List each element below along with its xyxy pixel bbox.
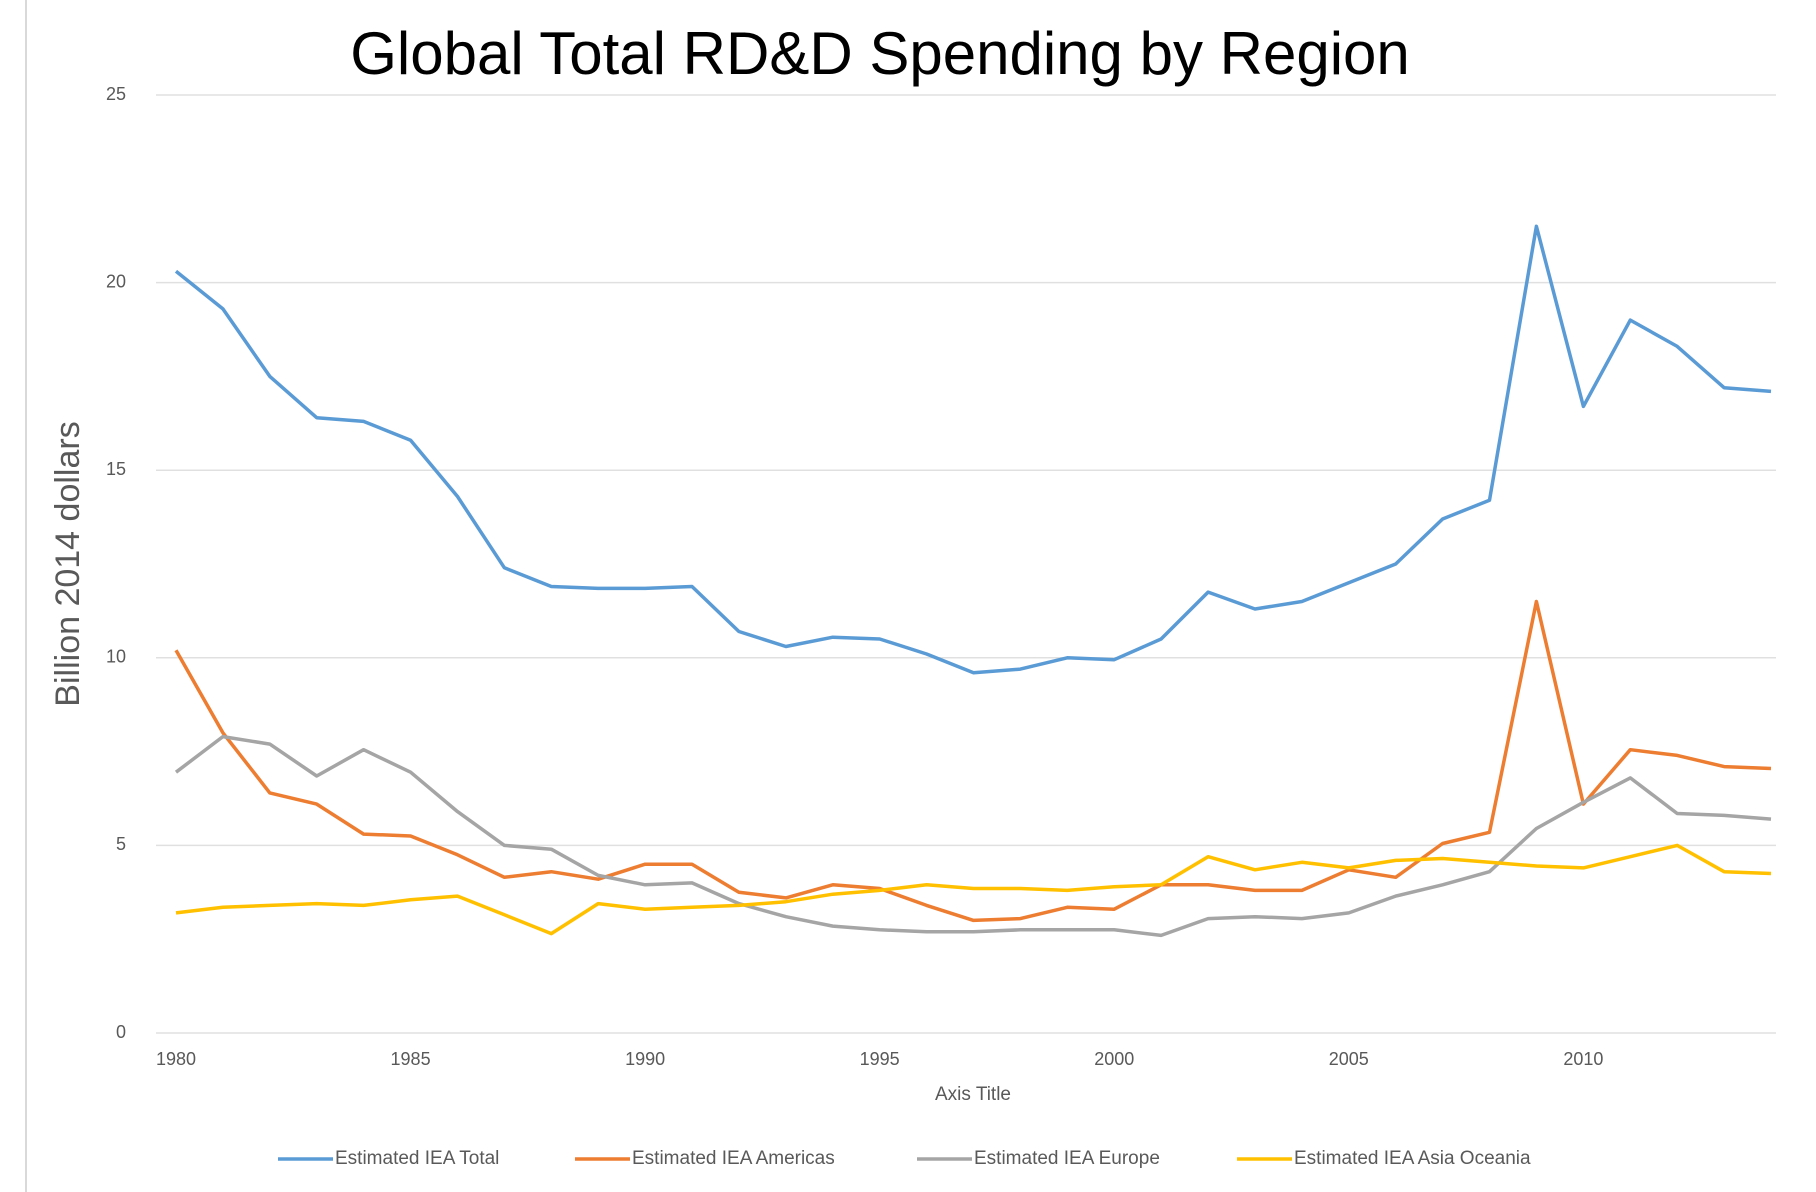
x-tick-label: 1995 bbox=[860, 1049, 900, 1069]
x-axis-title: Axis Title bbox=[935, 1084, 1011, 1105]
chart-title: Global Total RD&D Spending by Region bbox=[350, 20, 1410, 87]
x-tick-label: 2010 bbox=[1563, 1049, 1603, 1069]
series-line bbox=[174, 224, 1772, 675]
legend-label: Estimated IEA Americas bbox=[632, 1148, 835, 1169]
x-tick-label: 1990 bbox=[625, 1049, 665, 1069]
x-tick-label: 1980 bbox=[156, 1049, 196, 1069]
y-tick-label: 15 bbox=[106, 459, 126, 479]
series-line bbox=[175, 843, 1772, 936]
x-tick-label: 2000 bbox=[1094, 1049, 1134, 1069]
y-tick-label: 5 bbox=[116, 834, 126, 854]
y-tick-label: 10 bbox=[106, 647, 126, 667]
y-tick-label: 25 bbox=[106, 84, 126, 104]
x-tick-label: 1985 bbox=[391, 1049, 431, 1069]
series-line bbox=[174, 734, 1772, 938]
legend-label: Estimated IEA Total bbox=[335, 1148, 499, 1169]
y-axis-title: Billion 2014 dollars bbox=[49, 421, 87, 706]
y-tick-label: 0 bbox=[116, 1022, 126, 1042]
y-tick-label: 20 bbox=[106, 271, 126, 291]
series-line bbox=[174, 599, 1772, 923]
legend-label: Estimated IEA Asia Oceania bbox=[1294, 1148, 1531, 1169]
x-tick-label: 2005 bbox=[1329, 1049, 1369, 1069]
legend-label: Estimated IEA Europe bbox=[974, 1148, 1160, 1169]
